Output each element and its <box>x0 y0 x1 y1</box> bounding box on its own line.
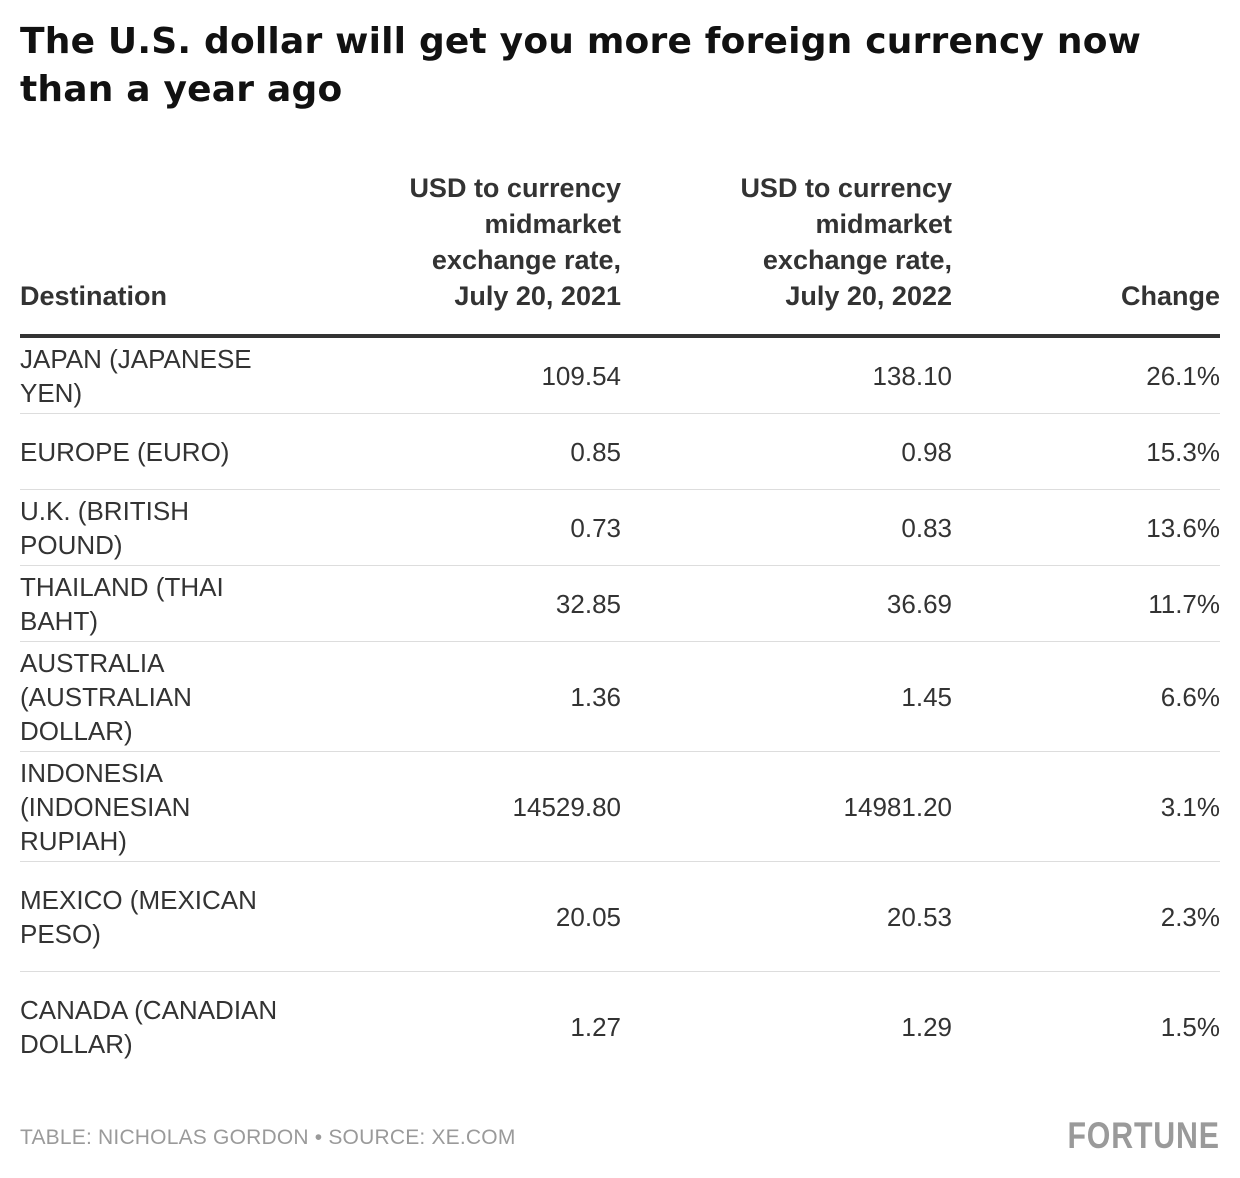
cell-destination: EUROPE (EURO) <box>20 413 290 490</box>
column-header-rate-2021: USD to currency midmarket exchange rate,… <box>290 170 621 338</box>
cell-change: 26.1% <box>952 336 1220 414</box>
cell-rate-2021: 1.27 <box>570 1011 621 1042</box>
cell-rate-2021: 20.05 <box>290 861 621 972</box>
cell-rate-2022: 20.53 <box>621 861 952 972</box>
cell-rate-2022: 36.69 <box>621 565 952 642</box>
cell-change: 2.3% <box>952 861 1220 972</box>
cell-rate-2021: 14529.80 <box>290 751 621 862</box>
cell-change: 11.7% <box>952 565 1220 642</box>
cell-rate-2021: 0.73 <box>290 489 621 566</box>
column-header-rate-2022: USD to currency midmarket exchange rate,… <box>621 170 952 338</box>
cell-destination: U.K. (BRITISH POUND) <box>20 489 290 566</box>
column-header-destination: Destination <box>20 170 290 338</box>
cell-rate-2022: 1.29 <box>901 1011 952 1042</box>
cell-change: 6.6% <box>952 641 1220 752</box>
column-header-rate-2022-label: USD to currency midmarket exchange rate,… <box>740 173 952 311</box>
cell-destination: MEXICO (MEXICAN PESO) <box>20 861 290 972</box>
cell-rate-2021: 0.85 <box>290 413 621 490</box>
destination-label: MEXICO (MEXICAN PESO) <box>20 884 257 949</box>
cell-rate-2022: 0.98 <box>621 413 952 490</box>
table-header: Destination USD to currency midmarket ex… <box>20 170 1220 338</box>
destination-label: U.K. (BRITISH POUND) <box>20 495 190 560</box>
fortune-logo: FORTUNE <box>1067 1115 1220 1156</box>
cell-rate-2021: 32.85 <box>290 565 621 642</box>
cell-rate-2022: 1.45 <box>621 641 952 752</box>
cell-change: 15.3% <box>952 413 1220 490</box>
cell-destination: INDONESIA (INDONESIAN RUPIAH) <box>20 751 290 862</box>
cell-destination: CANADA (CANADIAN DOLLAR) <box>20 972 290 1082</box>
table-row: CANADA (CANADIAN DOLLAR) 1.27 1.29 1.5% <box>20 972 1220 1082</box>
table-row: THAILAND (THAI BAHT) 32.85 36.69 11.7% <box>20 565 1220 642</box>
table-row: U.K. (BRITISH POUND) 0.73 0.83 13.6% <box>20 489 1220 566</box>
destination-label: JAPAN (JAPANESE YEN) <box>20 343 252 408</box>
table-row: EUROPE (EURO) 0.85 0.98 15.3% <box>20 413 1220 490</box>
table-row: AUSTRALIA (AUSTRALIAN DOLLAR) 1.36 1.45 … <box>20 641 1220 752</box>
cell-rate-2022: 138.10 <box>621 336 952 414</box>
cell-destination: JAPAN (JAPANESE YEN) <box>20 336 290 414</box>
column-header-change: Change <box>952 170 1220 338</box>
destination-label: CANADA (CANADIAN DOLLAR) <box>20 994 278 1059</box>
chart-title: The U.S. dollar will get you more foreig… <box>20 21 1142 110</box>
cell-destination: THAILAND (THAI BAHT) <box>20 565 290 642</box>
cell-rate-2021: 109.54 <box>290 336 621 414</box>
cell-change: 1.5% <box>1160 1011 1220 1042</box>
column-header-rate-2021-label: USD to currency midmarket exchange rate,… <box>409 173 621 311</box>
destination-label: THAILAND (THAI BAHT) <box>20 571 224 636</box>
cell-change: 3.1% <box>952 751 1220 862</box>
header-row: Destination USD to currency midmarket ex… <box>20 170 1220 338</box>
table-row: MEXICO (MEXICAN PESO) 20.05 20.53 2.3% <box>20 861 1220 972</box>
table-row: INDONESIA (INDONESIAN RUPIAH) 14529.80 1… <box>20 751 1220 862</box>
destination-label: INDONESIA (INDONESIAN RUPIAH) <box>20 757 191 856</box>
cell-rate-2022: 14981.20 <box>621 751 952 862</box>
cell-rate-2022: 0.83 <box>621 489 952 566</box>
exchange-rate-table: Destination USD to currency midmarket ex… <box>20 170 1220 1081</box>
cell-rate-2021: 1.36 <box>290 641 621 752</box>
destination-label: AUSTRALIA (AUSTRALIAN DOLLAR) <box>20 647 192 746</box>
table-body: JAPAN (JAPANESE YEN) 109.54 138.10 26.1%… <box>20 336 1220 1081</box>
table-row: JAPAN (JAPANESE YEN) 109.54 138.10 26.1% <box>20 336 1220 414</box>
source-credit: TABLE: NICHOLAS GORDON • SOURCE: XE.COM <box>20 1126 516 1149</box>
cell-destination: AUSTRALIA (AUSTRALIAN DOLLAR) <box>20 641 290 752</box>
destination-label: EUROPE (EURO) <box>20 436 230 467</box>
cell-change: 13.6% <box>952 489 1220 566</box>
